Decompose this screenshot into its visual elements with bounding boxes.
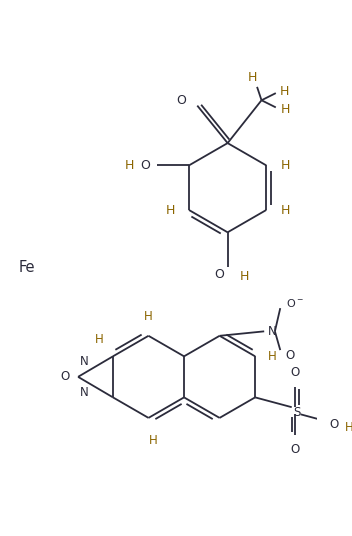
Text: O: O xyxy=(291,366,300,378)
Text: H: H xyxy=(165,204,175,217)
Text: S: S xyxy=(293,406,301,419)
Text: O: O xyxy=(329,418,338,430)
Text: H: H xyxy=(95,333,104,346)
Text: N: N xyxy=(80,355,88,368)
Text: O: O xyxy=(60,370,69,383)
Text: H: H xyxy=(281,103,290,116)
Text: N: N xyxy=(80,386,88,399)
Text: Fe: Fe xyxy=(19,260,35,276)
Text: O: O xyxy=(285,349,295,362)
Text: H: H xyxy=(144,310,153,323)
Text: H: H xyxy=(248,71,257,84)
Text: H: H xyxy=(345,421,352,434)
Text: O$^-$: O$^-$ xyxy=(285,297,304,309)
Text: H: H xyxy=(124,159,134,172)
Text: H: H xyxy=(240,270,250,282)
Text: H: H xyxy=(281,159,290,172)
Text: H: H xyxy=(279,85,289,98)
Text: N: N xyxy=(268,325,277,338)
Text: O: O xyxy=(177,94,187,107)
Text: H: H xyxy=(268,350,276,363)
Text: O: O xyxy=(214,268,224,281)
Text: O: O xyxy=(140,159,150,172)
Text: H: H xyxy=(281,204,290,217)
Text: H: H xyxy=(149,434,157,447)
Text: O: O xyxy=(291,443,300,456)
